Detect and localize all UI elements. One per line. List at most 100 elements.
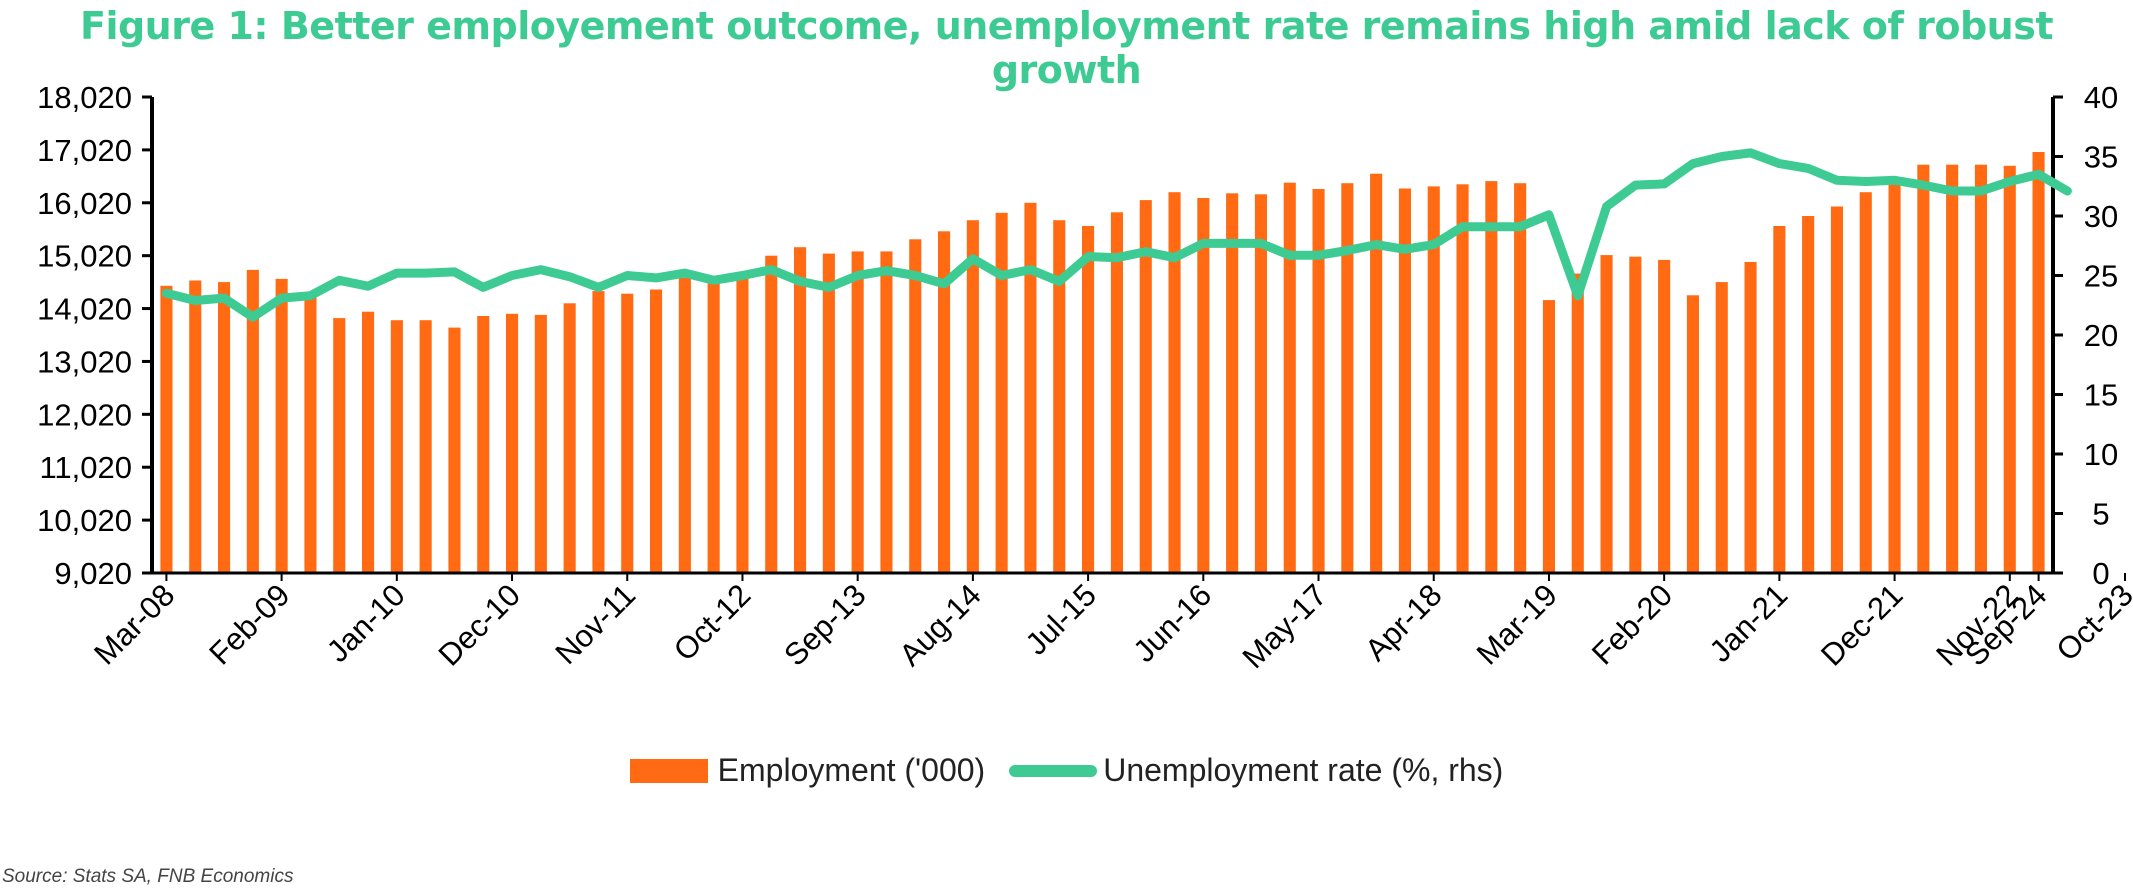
left-tick-label: 15,020 [37,239,132,274]
legend-label-unemployment: Unemployment rate (%, rhs) [1103,752,1504,788]
employment-bar [1629,256,1642,573]
right-tick-label: 15 [2084,378,2118,413]
x-tick-label: Feb-20 [1585,577,1679,671]
employment-bar [1398,188,1411,573]
employment-bar [736,272,749,573]
employment-bar [1974,164,1987,573]
employment-bar [534,314,547,573]
employment-bar [678,277,691,573]
employment-bar [1744,262,1757,573]
left-tick-label: 11,020 [39,450,132,485]
employment-bar [1283,182,1296,573]
x-tick-label: Jan-10 [320,577,412,669]
employment-bar [1139,200,1152,573]
employment-bar [1254,194,1267,574]
employment-bar [1082,226,1095,573]
x-tick-label: Mar-08 [87,577,181,671]
x-tick-label: Feb-09 [202,577,296,671]
employment-bar [218,282,231,573]
left-tick-label: 12,020 [37,397,132,432]
x-tick-label: Jan-21 [1703,577,1795,669]
employment-bar [1600,255,1613,573]
x-tick-label: Jun-16 [1126,577,1218,669]
employment-bar [909,239,922,574]
employment-bar [1456,184,1469,574]
employment-bar [448,327,461,573]
employment-bar [362,311,375,573]
x-tick-label: May-17 [1236,577,1334,675]
legend-label-employment: Employment ('000) [717,752,986,788]
x-tick-label: Nov-11 [548,577,642,671]
employment-bar [1658,259,1671,573]
employment-bar [1686,295,1699,573]
employment-bar [1341,183,1354,573]
right-tick-label: 20 [2084,318,2118,353]
left-tick-label: 18,020 [37,80,132,115]
unemployment-rate-line [161,148,2072,322]
employment-bar [2032,152,2045,573]
x-tick-label: Dec-10 [432,577,527,672]
employment-bar [1715,282,1728,573]
chart-title: Figure 1: Better employement outcome, un… [79,4,2054,92]
employment-bar [851,251,864,573]
unemployment-line [161,148,2072,322]
employment-bar [1542,300,1555,573]
legend-item-employment: Employment ('000) [629,752,986,789]
employment-bar [1802,216,1815,573]
employment-bar [938,231,951,574]
legend-item-unemployment: Unemployment rate (%, rhs) [1009,752,1503,789]
x-tick-label: Jul-15 [1019,577,1103,661]
employment-bar [506,313,519,573]
employment-bar [477,316,490,573]
right-tick-label: 5 [2092,497,2109,532]
employment-bar [765,255,778,573]
employment-bar [1197,198,1210,573]
legend-swatch-bar [629,758,708,783]
employment-bar [1168,192,1181,573]
left-tick-label: 16,020 [37,186,132,221]
employment-bar [1571,273,1584,573]
legend: Employment ('000) Unemployment rate (%, … [0,752,2133,789]
employment-bar [1917,164,1930,573]
left-tick-label: 9,020 [54,556,132,591]
source-note: Source: Stats SA, FNB Economics [2,866,294,887]
employment-bars [160,152,2045,574]
employment-bar [966,220,979,573]
employment-bar [822,253,835,573]
left-tick-label: 14,020 [37,292,132,327]
employment-bar [304,292,317,573]
employment-bar [419,320,432,573]
x-tick-label: Mar-19 [1470,577,1564,671]
left-tick-label: 17,020 [37,133,132,168]
x-tick-label: Oct-23 [2049,577,2133,668]
employment-bar [1773,226,1786,573]
employment-bar [1370,173,1383,573]
employment-bar [1312,189,1325,573]
employment-bar [246,269,259,573]
employment-bar [995,212,1008,574]
employment-bar [794,247,807,573]
x-tick-label: Dec-21 [1814,577,1909,672]
x-tick-label: Apr-18 [1358,577,1449,668]
left-tick-label: 13,020 [37,344,132,379]
right-tick-label: 25 [2084,259,2118,294]
right-tick-label: 35 [2084,140,2118,175]
x-tick-label: Sep-13 [777,577,872,672]
employment-bar [707,279,720,573]
employment-bar [1226,193,1239,574]
right-tick-label: 0 [2092,556,2109,591]
employment-bar [390,320,403,573]
x-tick-label: Aug-14 [892,577,987,672]
right-tick-label: 10 [2084,437,2118,472]
employment-bar [1514,183,1527,573]
employment-bar [189,280,202,573]
legend-swatch-line [1009,764,1098,777]
employment-bar [650,289,663,573]
employment-bar [880,251,893,573]
employment-bar [1946,164,1959,573]
right-tick-label: 40 [2084,80,2118,115]
employment-bar [1110,212,1123,574]
employment-bar [333,318,346,573]
employment-bar [1053,220,1066,573]
